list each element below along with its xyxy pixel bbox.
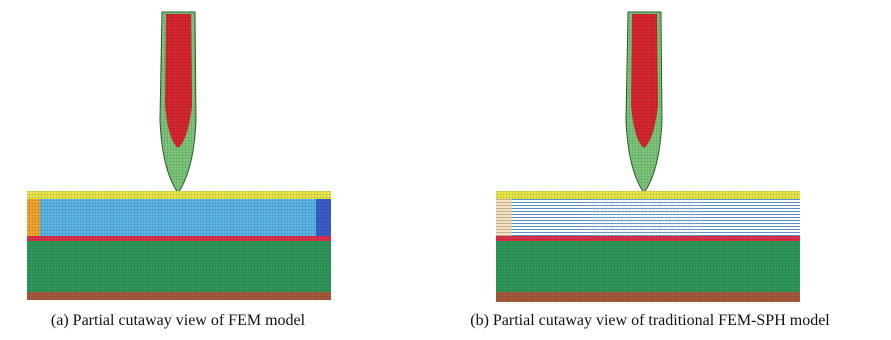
caption: (a) Partial cutaway view of FEM model — [8, 312, 348, 330]
panel-a-model — [27, 12, 331, 300]
caption: (b) Partial cutaway view of traditional … — [470, 312, 830, 330]
figure: (a) Partial cutaway view of FEM model (b… — [0, 0, 891, 340]
figure-art — [0, 0, 891, 312]
panel-b-model — [496, 12, 800, 302]
